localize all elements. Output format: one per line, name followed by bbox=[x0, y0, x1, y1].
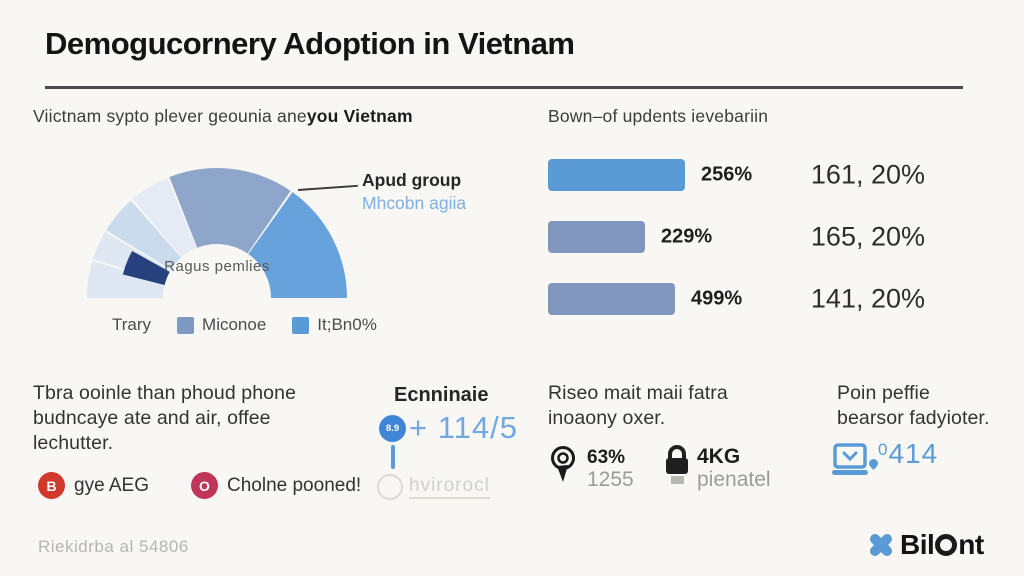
legend-item: Miconoe bbox=[177, 315, 266, 335]
left-subtitle-bold: you Vietnam bbox=[306, 106, 413, 126]
poin-paragraph: Poin peffie bearsor fadyioter. bbox=[837, 382, 990, 429]
bar-value-label: 161, 20% bbox=[810, 159, 925, 190]
score-heading: Ecnninaie bbox=[394, 384, 489, 406]
bar bbox=[548, 283, 675, 315]
bar-row: 499% 141, 20% bbox=[548, 283, 925, 315]
donut-segment bbox=[122, 250, 170, 285]
padlock-icon bbox=[666, 445, 688, 484]
donut-center-label: Ragus pemlies bbox=[164, 258, 270, 275]
annotation-subtitle: Mhcobn agiia bbox=[362, 193, 467, 213]
map-pin-icon bbox=[551, 446, 575, 482]
brand-name: Bil nt bbox=[900, 529, 984, 561]
footer-note: Riekidrba al 54806 bbox=[38, 537, 189, 556]
badge-label: gye AEG bbox=[74, 474, 149, 496]
location-stat-value: 63% bbox=[587, 447, 626, 468]
badge-item-cholne: O Cholne pooned! bbox=[191, 472, 361, 499]
score-badge-icon: 8.9 bbox=[379, 415, 406, 442]
brand-logo: Bil nt bbox=[866, 529, 984, 561]
bar-percent-label: 229% bbox=[661, 225, 713, 248]
donut-segment bbox=[106, 200, 182, 270]
donut-annotation: Apud group Mhcobn agiia bbox=[362, 169, 466, 215]
bar-percent-label: 256% bbox=[701, 163, 753, 186]
brand-x-icon bbox=[869, 533, 893, 557]
left-chart-subtitle: Viictnam sypto plever geounia aneyou Vie… bbox=[33, 106, 413, 127]
laptop-icon bbox=[832, 443, 868, 475]
legend-item: It;Bn0% bbox=[292, 315, 377, 335]
brand-name-pre: Bil bbox=[900, 529, 935, 560]
bar-value-label: 141, 20% bbox=[810, 283, 925, 314]
watermark-circle-icon bbox=[377, 474, 403, 500]
half-donut-chart bbox=[87, 168, 347, 298]
bar bbox=[548, 221, 645, 253]
donut-legend: Trary Miconoe It;Bn0% bbox=[112, 315, 377, 335]
device-stat-sup: 0 bbox=[878, 440, 889, 459]
watermark-text: hvirorocl bbox=[409, 475, 490, 499]
device-stat-value: 0414 bbox=[878, 438, 938, 470]
weight-stat-sub: pienatel bbox=[697, 468, 771, 491]
bar-row: 256% 161, 20% bbox=[548, 159, 925, 191]
device-stat-main: 414 bbox=[888, 438, 939, 469]
bar-value-label: 165, 20% bbox=[810, 221, 925, 252]
brand-o-icon bbox=[935, 534, 958, 556]
riseo-paragraph: Riseo mait maii fatra inoaony oxer. bbox=[548, 382, 728, 429]
legend-swatch-icon bbox=[177, 316, 195, 334]
donut-segment bbox=[87, 261, 166, 298]
weight-stat-value: 4KG bbox=[697, 445, 741, 468]
right-chart-subtitle: Bown–of updents ievebariin bbox=[548, 106, 769, 126]
bar-row: 229% 165, 20% bbox=[548, 221, 925, 253]
bar-percent-label: 499% bbox=[691, 287, 743, 310]
bar-chart: 256% 161, 20% 229% 165, 20% 499% 141, 20% bbox=[548, 159, 925, 345]
legend-item: Trary bbox=[112, 315, 151, 335]
location-stat-sub: 1255 bbox=[587, 468, 634, 491]
legend-label: It;Bn0% bbox=[317, 315, 377, 334]
watermark-row: hvirorocl bbox=[377, 474, 490, 500]
bar bbox=[548, 159, 685, 191]
currency-badge-icon: B bbox=[38, 472, 65, 499]
donut-segment bbox=[169, 168, 291, 254]
donut-segment bbox=[248, 192, 347, 298]
donut-segment bbox=[132, 177, 197, 257]
legend-label: Miconoe bbox=[202, 315, 267, 334]
badge-label: Cholne pooned! bbox=[227, 474, 362, 496]
page-title: Demogucornery Adoption in Vietnam bbox=[45, 26, 575, 61]
title-divider bbox=[45, 86, 963, 89]
phone-usage-paragraph: Tbra ooinle than phoud phone budncaye at… bbox=[33, 382, 297, 454]
score-connector-line bbox=[391, 445, 395, 469]
legend-swatch-icon bbox=[292, 316, 310, 334]
score-big-value: + 114/5 bbox=[409, 410, 518, 445]
badge-item-gye-aeg: B gye AEG bbox=[38, 472, 149, 499]
brand-name-post: nt bbox=[958, 529, 984, 560]
round-badge-icon: O bbox=[191, 472, 218, 499]
legend-label: Trary bbox=[112, 315, 152, 334]
left-subtitle-text: Viictnam sypto plever geounia ane bbox=[33, 106, 307, 126]
annotation-title: Apud group bbox=[362, 170, 462, 190]
